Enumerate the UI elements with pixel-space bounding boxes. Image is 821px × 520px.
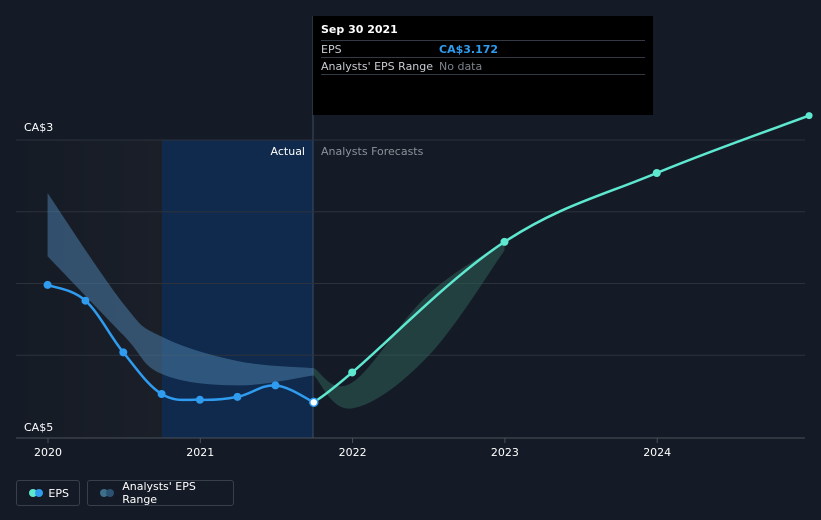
legend-range-toggle[interactable]: Analysts' EPS Range bbox=[87, 480, 234, 506]
tooltip-eps-value: CA$3.172 bbox=[439, 42, 499, 56]
eps-point bbox=[271, 381, 280, 390]
eps-point bbox=[157, 389, 166, 398]
x-tick-label: 2020 bbox=[34, 446, 62, 459]
legend-range-label: Analysts' EPS Range bbox=[122, 480, 196, 506]
eps-point bbox=[233, 392, 242, 401]
x-tick-label: 2023 bbox=[491, 446, 519, 459]
tooltip-date: Sep 30 2021 bbox=[321, 23, 645, 41]
x-tick-label: 2024 bbox=[643, 446, 671, 459]
y-tick-label: CA$3 bbox=[24, 121, 53, 134]
eps-point bbox=[43, 280, 52, 289]
range-band-actual bbox=[47, 193, 314, 386]
tooltip: Sep 30 2021 EPS CA$3.172 Analysts' EPS R… bbox=[313, 16, 653, 115]
eps-point bbox=[119, 348, 128, 357]
eps-line bbox=[47, 283, 315, 404]
tooltip-row-eps: EPS CA$3.172 bbox=[321, 41, 645, 58]
y-tick-label: CA$5 bbox=[24, 421, 53, 434]
legend-eps-label: EPS bbox=[48, 486, 69, 500]
range-band-forecast bbox=[313, 241, 505, 409]
eps-forecast-point bbox=[500, 237, 509, 246]
eps-dots-icon bbox=[29, 489, 43, 497]
eps-point-selected bbox=[309, 397, 319, 408]
legend-eps-toggle[interactable]: EPS bbox=[16, 480, 80, 506]
region-label-forecast: Analysts Forecasts bbox=[321, 145, 424, 158]
eps-forecast-point bbox=[348, 368, 357, 377]
eps-point bbox=[81, 296, 90, 305]
region-label-actual: Actual bbox=[271, 145, 305, 158]
tooltip-eps-label: EPS bbox=[321, 42, 342, 56]
eps-forecast-point bbox=[652, 169, 661, 178]
tooltip-range-label: Analysts' EPS Range bbox=[321, 59, 434, 73]
tooltip-row-range: Analysts' EPS Range No data bbox=[321, 58, 645, 75]
tooltip-range-value: No data bbox=[439, 59, 483, 73]
range-dots-icon bbox=[100, 489, 116, 497]
eps-point bbox=[195, 395, 204, 404]
x-tick-label: 2021 bbox=[186, 446, 214, 459]
x-tick-label: 2022 bbox=[339, 446, 367, 459]
eps-forecast-point bbox=[805, 112, 813, 120]
